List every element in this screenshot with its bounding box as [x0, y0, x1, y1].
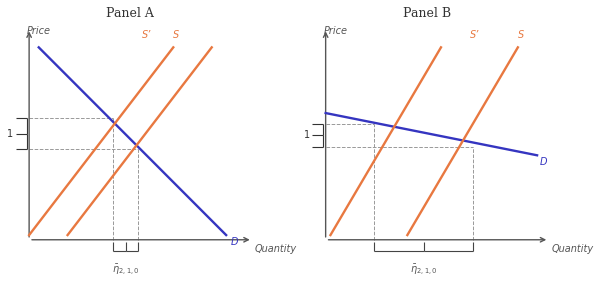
Text: S: S — [518, 30, 524, 40]
Text: $\bar{\eta}_{2,1,0}$: $\bar{\eta}_{2,1,0}$ — [112, 263, 140, 278]
Text: S: S — [173, 30, 179, 40]
Text: D: D — [231, 237, 238, 247]
Title: Panel A: Panel A — [106, 7, 154, 20]
Text: Quantity: Quantity — [551, 245, 593, 255]
Text: S’: S’ — [142, 30, 152, 40]
Text: 1: 1 — [7, 129, 14, 139]
Title: Panel B: Panel B — [403, 7, 451, 20]
Text: Price: Price — [27, 26, 51, 36]
Text: 1: 1 — [304, 130, 310, 140]
Text: Quantity: Quantity — [255, 245, 297, 255]
Text: S’: S’ — [470, 30, 479, 40]
Text: Price: Price — [323, 26, 347, 36]
Text: D: D — [539, 157, 547, 167]
Text: $\bar{\eta}_{2,1,0}$: $\bar{\eta}_{2,1,0}$ — [410, 263, 437, 278]
